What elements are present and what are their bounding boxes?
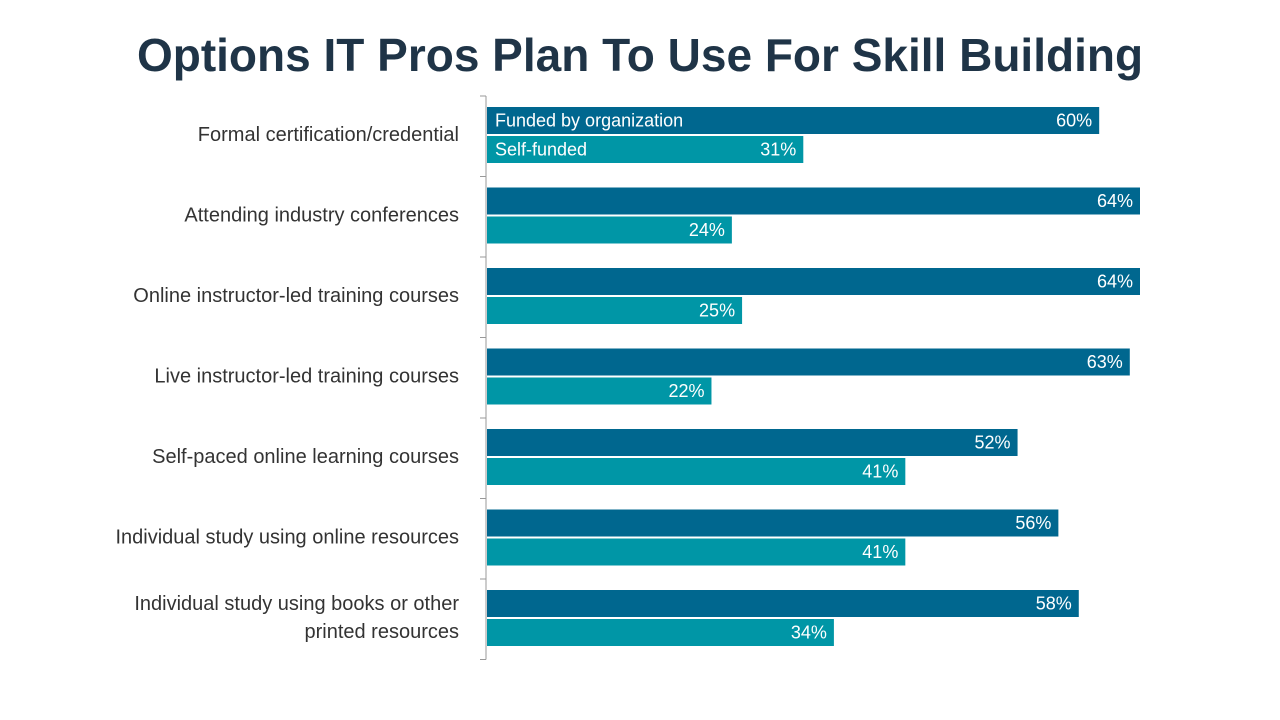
category-label: Online instructor-led training courses — [133, 285, 459, 307]
bar-funded-by-organization — [487, 509, 1059, 537]
bar-self-funded — [487, 297, 743, 324]
bar-funded-by-organization — [487, 429, 1018, 456]
bar-self-funded — [487, 458, 906, 485]
data-label: 64% — [1097, 191, 1133, 211]
bar-self-funded — [487, 216, 732, 244]
data-label: 34% — [791, 623, 827, 643]
bar-self-funded — [487, 377, 712, 405]
bar-funded-by-organization — [487, 107, 1100, 134]
category-label: Individual study using books or other — [134, 593, 459, 615]
category-label: Individual study using online resources — [115, 527, 459, 549]
data-label: 63% — [1087, 352, 1123, 372]
legend-funded-by-organization: Funded by organization — [495, 111, 683, 131]
category-label: Self-paced online learning courses — [152, 446, 459, 468]
data-label: 60% — [1056, 111, 1092, 131]
data-label: 24% — [689, 220, 725, 240]
data-label: 25% — [699, 301, 735, 321]
data-label: 41% — [862, 462, 898, 482]
chart-title: Options IT Pros Plan To Use For Skill Bu… — [136, 29, 1144, 81]
data-label: 64% — [1097, 272, 1133, 292]
data-label: 56% — [1015, 513, 1051, 533]
bar-funded-by-organization — [487, 187, 1140, 215]
category-label: Formal certification/credential — [198, 124, 459, 146]
bar-self-funded — [487, 136, 804, 163]
data-label: 41% — [862, 542, 898, 562]
bar-self-funded — [487, 619, 834, 646]
legend-self-funded: Self-funded — [495, 140, 587, 160]
category-label: Attending industry conferences — [184, 205, 459, 227]
bar-funded-by-organization — [487, 348, 1130, 376]
data-label: 22% — [668, 381, 704, 401]
bar-funded-by-organization — [487, 590, 1079, 617]
category-label: printed resources — [304, 621, 459, 643]
data-label: 31% — [760, 140, 796, 160]
bar-self-funded — [487, 538, 906, 566]
bar-funded-by-organization — [487, 268, 1140, 295]
data-label: 58% — [1036, 594, 1072, 614]
category-label: Live instructor-led training courses — [154, 366, 459, 388]
data-label: 52% — [975, 433, 1011, 453]
